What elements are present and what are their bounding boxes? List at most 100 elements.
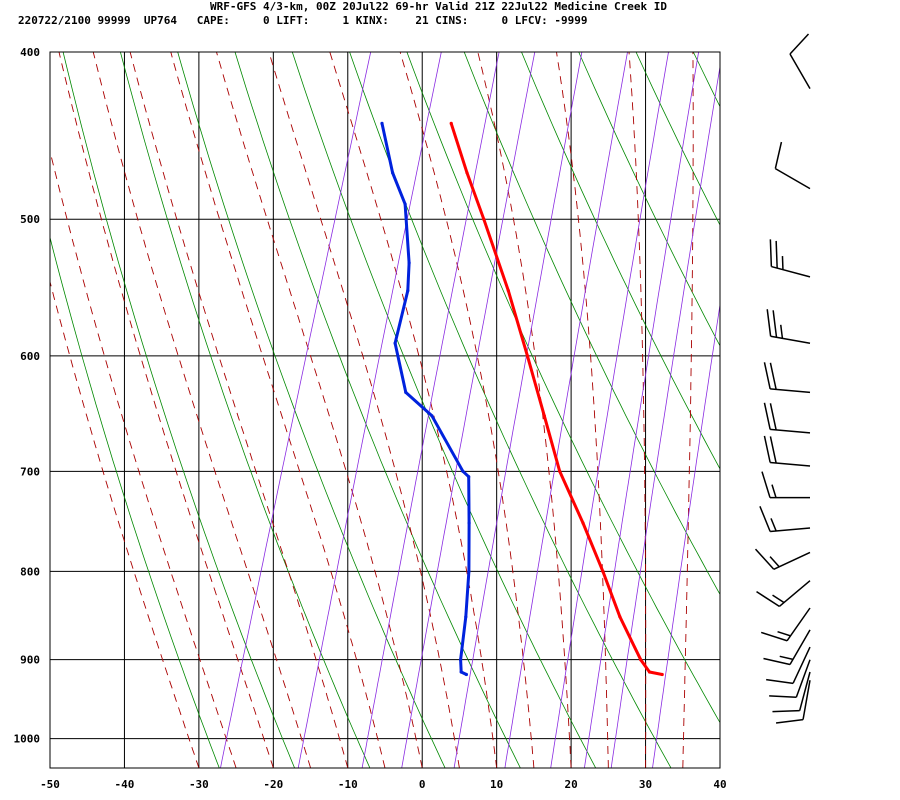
moist-adiabat xyxy=(682,52,694,768)
dewpoint-point xyxy=(461,469,465,473)
wind-barb-half-flag xyxy=(779,324,784,339)
wind-barb xyxy=(766,646,811,685)
dewpoint-point xyxy=(380,121,384,125)
wind-barb xyxy=(759,506,811,533)
wind-barb xyxy=(789,33,811,89)
dry-adiabat xyxy=(406,52,720,724)
mixing-ratio-line xyxy=(610,64,720,768)
temperature-point xyxy=(639,658,643,662)
wind-barb-half-flag xyxy=(772,594,785,604)
pressure-tick-label: 400 xyxy=(20,46,40,59)
dewpoint-point xyxy=(464,672,468,677)
reference-lines xyxy=(50,52,900,768)
wind-barb xyxy=(754,548,811,570)
temperature-point xyxy=(618,615,622,619)
mixing-ratio-line xyxy=(361,52,500,768)
wind-barb-flag xyxy=(759,506,771,532)
wind-barb-staff xyxy=(771,265,811,278)
wind-barb-staff xyxy=(770,461,811,467)
dry-adiabat xyxy=(692,52,720,108)
dry-adiabat xyxy=(177,52,446,768)
dewpoint-point xyxy=(430,414,434,418)
mixing-ratio-line xyxy=(453,52,583,768)
wind-barb-flag xyxy=(763,657,791,666)
wind-barb-staff xyxy=(798,671,811,711)
wind-barb-flag xyxy=(763,362,771,390)
pressure-tick-label: 900 xyxy=(20,654,40,667)
wind-barbs xyxy=(754,33,811,724)
wind-barb xyxy=(763,362,811,394)
wind-barb xyxy=(775,680,811,724)
temperature-point xyxy=(482,217,486,221)
moist-adiabat xyxy=(399,52,535,768)
mixing-ratio-line xyxy=(220,52,372,768)
dry-adiabat xyxy=(50,235,220,768)
dry-adiabat xyxy=(120,52,371,768)
wind-barb-half-flag xyxy=(779,655,794,661)
temperature-tick-label: -40 xyxy=(115,778,135,791)
dewpoint-profile-line xyxy=(380,123,471,676)
mixing-ratio-line xyxy=(652,302,720,768)
profile-lines xyxy=(380,121,664,677)
wind-barb-flag xyxy=(772,709,800,713)
wind-barb xyxy=(763,402,811,434)
dewpoint-point xyxy=(467,569,471,574)
wind-barb xyxy=(774,141,811,190)
dewpoint-point xyxy=(459,670,463,674)
moist-adiabat xyxy=(50,280,200,768)
moist-adiabat xyxy=(58,52,274,768)
moist-adiabat xyxy=(628,52,647,768)
mixing-ratio-line xyxy=(504,52,628,768)
mixing-ratio-line xyxy=(297,52,442,768)
dewpoint-point xyxy=(391,171,395,175)
moist-adiabat xyxy=(329,52,498,768)
wind-barb-staff xyxy=(773,551,811,570)
wind-barb xyxy=(760,607,811,642)
temperature-tick-label: -10 xyxy=(338,778,358,791)
wind-barb-staff xyxy=(789,629,811,665)
moist-adiabat xyxy=(556,52,609,768)
wind-barb-flag xyxy=(772,310,778,338)
wind-barb-half-flag xyxy=(777,630,791,637)
temperature-point xyxy=(465,171,469,175)
dewpoint-point xyxy=(393,341,397,345)
dry-adiabat xyxy=(521,52,720,470)
wind-barb-flag xyxy=(766,309,772,337)
wind-barb-staff xyxy=(770,527,811,533)
wind-barb-flag xyxy=(775,718,804,724)
wind-barb xyxy=(763,435,811,467)
pressure-tick-label: 600 xyxy=(20,350,40,363)
wind-barb-flag xyxy=(769,362,777,390)
wind-barb-staff xyxy=(770,388,811,394)
temperature-tick-label: 10 xyxy=(490,778,503,791)
wind-barb-flag xyxy=(760,631,788,642)
wind-barb-staff xyxy=(789,53,811,89)
chart-title: WRF-GFS 4/3-km, 00Z 20Jul22 69-hr Valid … xyxy=(210,0,667,13)
pressure-tick-label: 700 xyxy=(20,465,40,478)
dry-adiabat xyxy=(808,52,900,768)
dewpoint-point xyxy=(464,615,468,619)
wind-barb-flag xyxy=(769,695,797,699)
temperature-point xyxy=(525,354,530,358)
dewpoint-point xyxy=(467,521,471,525)
mixing-ratio-line xyxy=(550,52,669,768)
wind-barb-staff xyxy=(770,428,811,434)
wind-barb xyxy=(769,239,811,278)
wind-barb-flag xyxy=(763,402,771,430)
wind-barb-flag xyxy=(761,471,771,498)
wind-barb-half-flag xyxy=(769,556,780,568)
plot-frame xyxy=(49,51,721,769)
dry-adiabat xyxy=(635,52,720,226)
wind-barb-staff xyxy=(792,646,811,684)
pressure-tick-label: 500 xyxy=(20,213,40,226)
pressure-tick-label: 1000 xyxy=(14,733,41,746)
dry-adiabat xyxy=(62,52,295,768)
wind-barb-flag xyxy=(763,435,771,463)
wind-barb xyxy=(761,471,810,499)
moist-adiabat xyxy=(719,756,720,768)
wind-barb-staff xyxy=(774,167,811,190)
temperature-profile-line xyxy=(449,122,663,676)
axes: 400 500 600 700 800 900 1000 -50 -40 -30 -20 -10 0 10… xyxy=(14,46,727,791)
temperature-point xyxy=(660,672,664,677)
